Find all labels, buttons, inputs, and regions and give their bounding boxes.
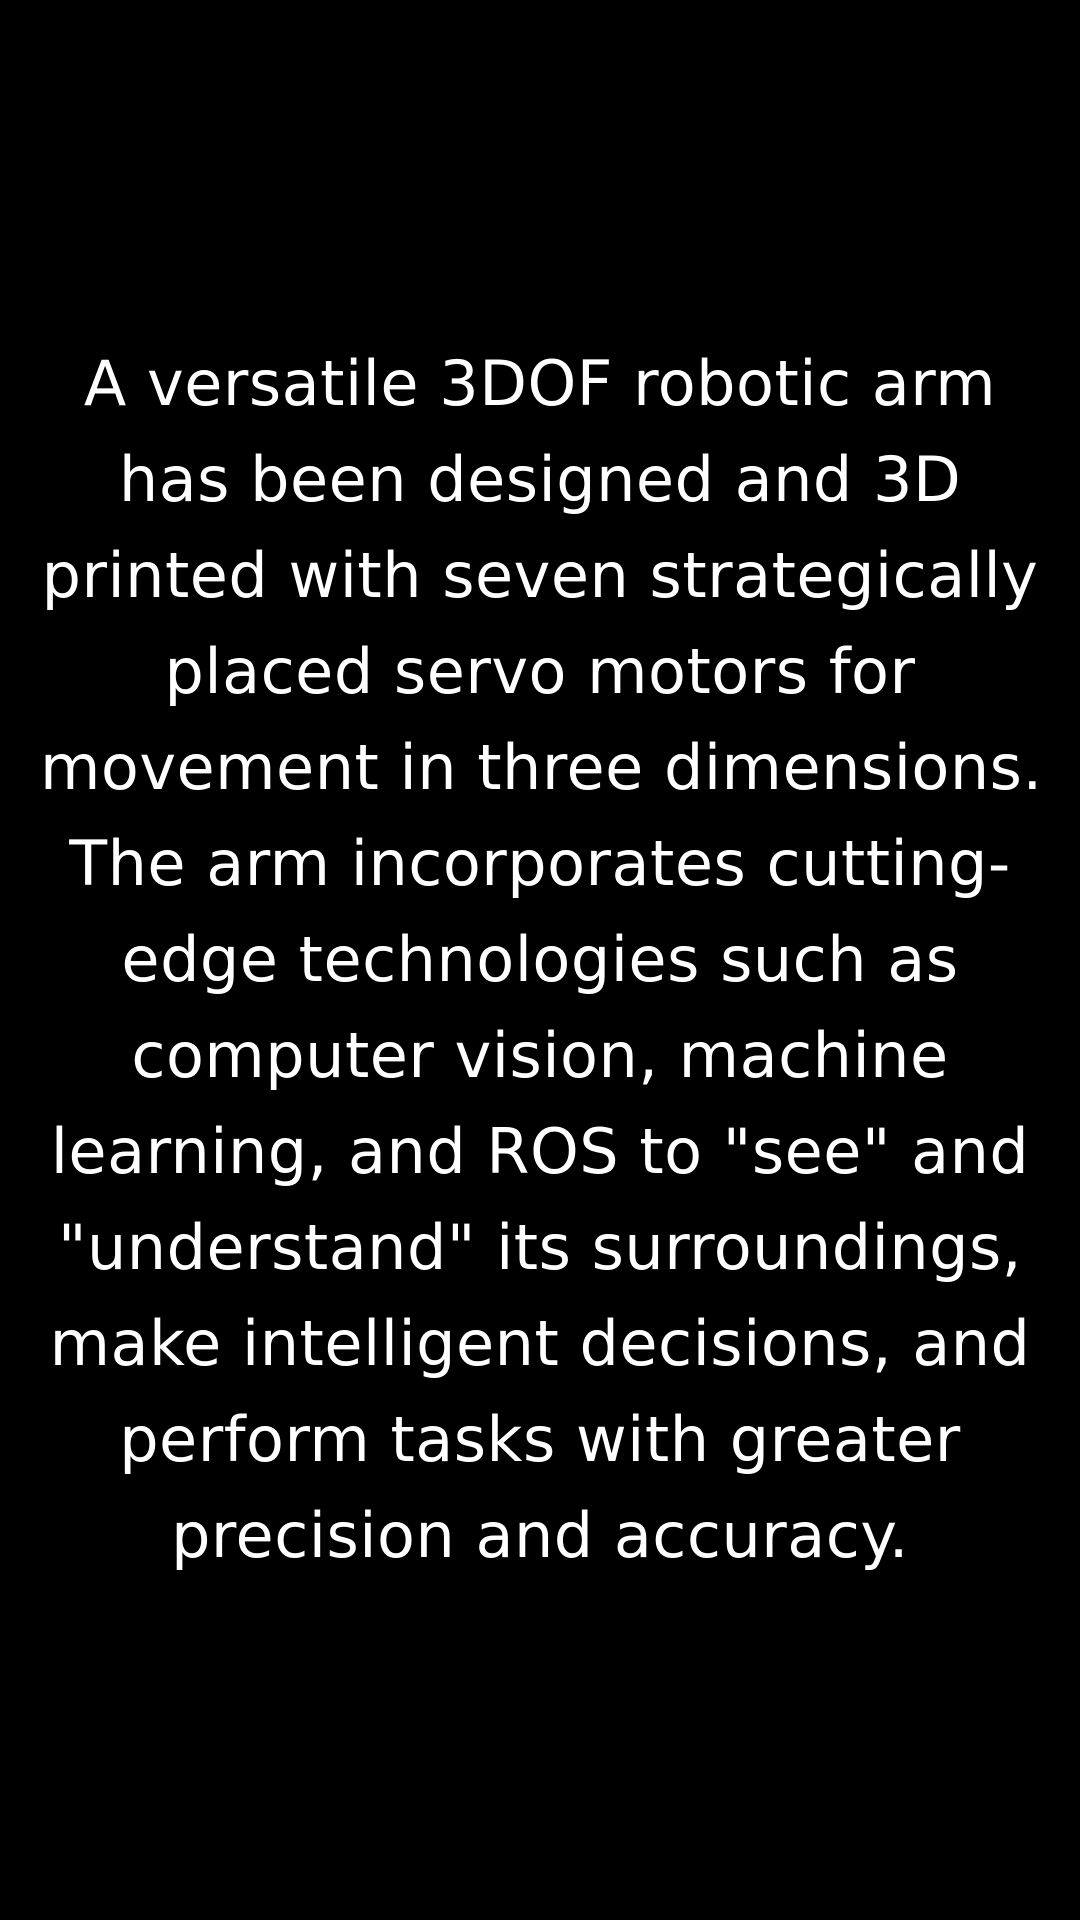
- caption-line: edge technologies such as: [121, 923, 959, 996]
- caption-line: perform tasks with greater: [119, 1403, 961, 1476]
- caption-line: computer vision, machine: [131, 1019, 949, 1092]
- caption-line: make intelligent decisions, and: [49, 1307, 1031, 1380]
- caption-line: has been designed and 3D: [118, 443, 962, 516]
- caption-line: A versatile 3DOF robotic arm: [83, 347, 997, 420]
- caption-line: The arm incorporates cutting-: [69, 827, 1011, 900]
- caption-line: placed servo motors for: [164, 635, 916, 708]
- caption-text: A versatile 3DOF robotic arm has been de…: [40, 336, 1043, 1584]
- caption-line: movement in three dimensions.: [40, 731, 1043, 804]
- caption-line: "understand" its surroundings,: [57, 1211, 1022, 1284]
- caption-line: printed with seven strategically: [41, 539, 1039, 612]
- caption-line: learning, and ROS to "see" and: [50, 1115, 1030, 1188]
- caption-line: precision and accuracy.: [171, 1499, 909, 1572]
